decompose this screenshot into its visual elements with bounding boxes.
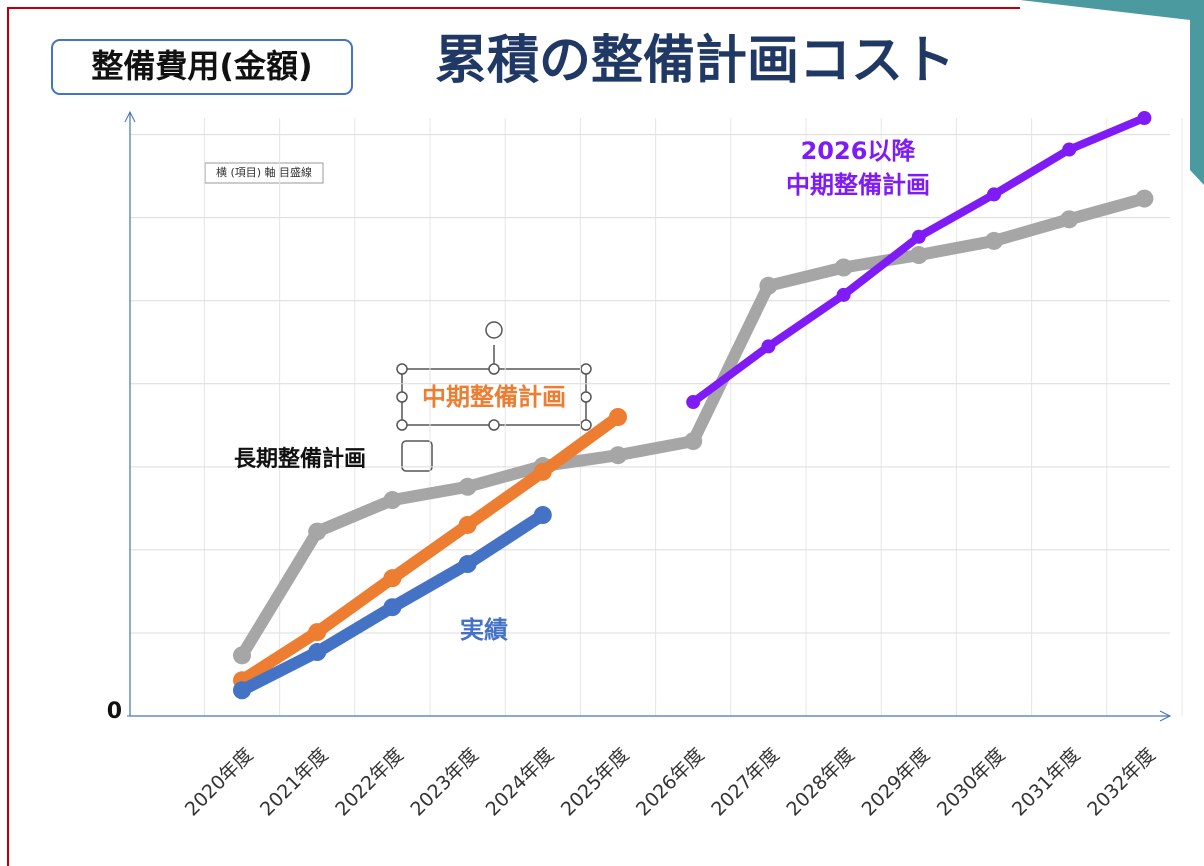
slide-border xyxy=(7,7,1020,866)
marker xyxy=(836,287,851,302)
chart-title: 累積の整備計画コスト xyxy=(435,31,955,91)
marker xyxy=(458,555,477,574)
series-label: 2026以降 中期整備計画 xyxy=(786,137,930,199)
x-tick-label: 2023年度 xyxy=(406,744,483,821)
marker xyxy=(533,506,552,525)
series-label: 中期整備計画 xyxy=(422,383,566,411)
y-tick-label: 0 xyxy=(107,699,122,724)
marker xyxy=(911,229,926,244)
x-tick-label: 2027年度 xyxy=(707,744,784,821)
tooltip-box xyxy=(204,162,324,184)
x-tick-label: 2029年度 xyxy=(858,744,935,821)
x-tick-label: 2028年度 xyxy=(782,744,859,821)
marker xyxy=(1137,111,1152,125)
marker xyxy=(233,646,251,665)
marker xyxy=(1135,189,1154,208)
marker xyxy=(834,258,853,277)
series-label: 長期整備計画 xyxy=(234,447,367,472)
marker xyxy=(684,432,703,451)
x-tick-label: 2026年度 xyxy=(632,744,709,821)
marker xyxy=(609,408,627,426)
marker xyxy=(383,598,402,617)
x-tick-label: 2020年度 xyxy=(181,744,258,821)
badge: 整備費用(金額) xyxy=(91,47,312,85)
x-tick-label: 2021年度 xyxy=(256,744,333,821)
corner-decoration xyxy=(1020,0,1204,185)
marker xyxy=(383,569,402,588)
tooltip: 横 (項目) 軸 目盛線 xyxy=(216,165,312,179)
marker xyxy=(458,515,477,534)
marker xyxy=(1062,142,1077,157)
x-tick-label: 2031年度 xyxy=(1008,744,1085,821)
marker xyxy=(233,681,251,700)
marker xyxy=(686,395,701,410)
marker xyxy=(308,623,327,642)
x-tick-label: 2022年度 xyxy=(331,744,408,821)
marker xyxy=(383,491,402,510)
selection-handles xyxy=(396,321,592,472)
x-tick-label: 2032年度 xyxy=(1083,744,1160,821)
marker xyxy=(533,462,552,481)
x-tick-label: 2030年度 xyxy=(933,744,1010,821)
marker xyxy=(609,446,627,465)
marker xyxy=(761,339,776,354)
marker xyxy=(308,522,327,541)
x-axis-arrow xyxy=(1159,710,1172,722)
marker xyxy=(909,246,928,265)
badge-box xyxy=(51,39,353,95)
marker xyxy=(985,231,1003,250)
marker xyxy=(1060,210,1079,229)
series-label: 実績 xyxy=(460,616,508,644)
marker xyxy=(458,477,477,496)
marker xyxy=(308,643,327,662)
y-axis-arrow xyxy=(124,110,136,123)
marker xyxy=(987,187,1001,202)
x-tick-label: 2025年度 xyxy=(557,744,634,821)
x-tick-label: 2024年度 xyxy=(482,744,559,821)
series-line xyxy=(236,411,624,687)
marker xyxy=(759,276,778,295)
